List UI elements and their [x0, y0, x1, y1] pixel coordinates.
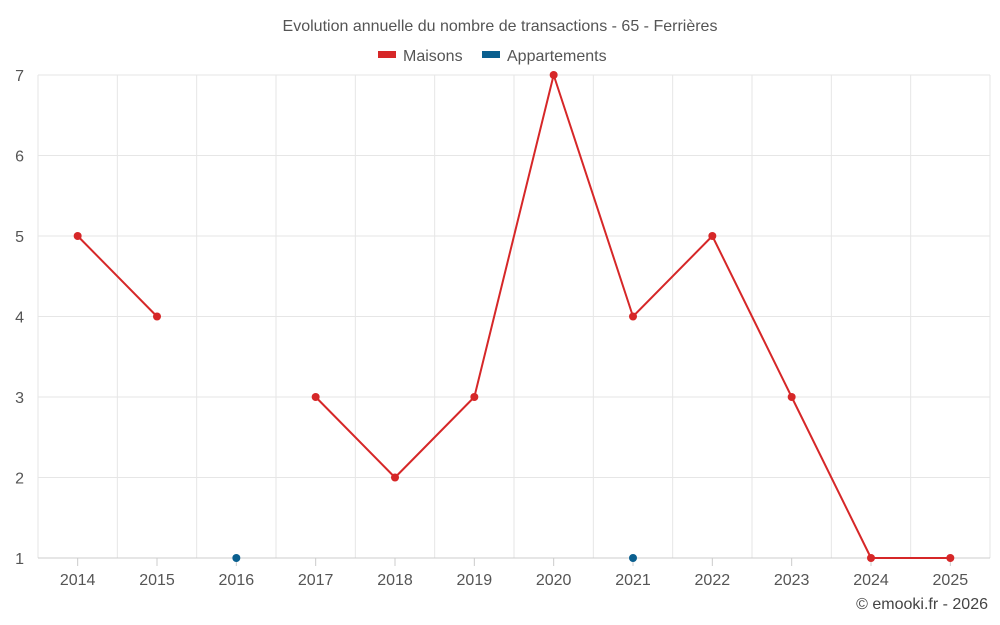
- series-line-maisons: [76, 235, 158, 318]
- legend: Maisons Appartements: [378, 48, 607, 65]
- x-tick-label: 2025: [933, 572, 969, 589]
- x-tick-label: 2021: [615, 572, 651, 589]
- x-tick-label: 2022: [695, 572, 731, 589]
- legend-label-maisons[interactable]: Maisons: [403, 48, 463, 65]
- x-tick-label: 2017: [298, 572, 334, 589]
- data-point-appartements[interactable]: [629, 554, 637, 562]
- data-point-maisons[interactable]: [787, 393, 796, 401]
- y-tick-label: 5: [15, 229, 24, 246]
- data-point-maisons[interactable]: [708, 232, 717, 240]
- legend-label-appartements[interactable]: Appartements: [507, 48, 607, 65]
- data-point-appartements[interactable]: [232, 554, 241, 562]
- x-tick-label: 2023: [774, 572, 810, 589]
- x-tick-label: 2014: [60, 572, 96, 589]
- y-tick-label: 4: [15, 310, 24, 327]
- data-point-maisons[interactable]: [946, 554, 955, 562]
- x-tick-label: 2015: [139, 572, 175, 589]
- data-point-maisons[interactable]: [867, 554, 875, 562]
- x-tick-label: 2024: [853, 572, 889, 589]
- series-appartements: [232, 554, 637, 562]
- legend-swatch-maisons: [378, 51, 396, 58]
- y-tick-label: 3: [15, 390, 24, 407]
- x-tick-label: 2016: [219, 572, 255, 589]
- y-tick-label: 6: [15, 149, 24, 166]
- data-point-maisons[interactable]: [153, 312, 161, 321]
- x-tick-label: 2019: [457, 572, 493, 589]
- legend-swatch-appartements: [482, 51, 500, 58]
- y-tick-label: 2: [15, 471, 24, 488]
- data-point-maisons[interactable]: [549, 71, 558, 79]
- x-tick-label: 2018: [377, 572, 413, 589]
- y-tick-label: 1: [15, 551, 24, 568]
- y-tick-label: 7: [15, 68, 24, 85]
- axes: 1 2 3 4 5 6 7 2014 2015 2016 2017 2018 2019 2020 2021 2…: [15, 68, 990, 589]
- chart-title: Evolution annuelle du nombre de transact…: [283, 18, 718, 35]
- credit-text[interactable]: © emooki.fr - 2026: [856, 596, 988, 613]
- data-point-maisons[interactable]: [311, 393, 320, 401]
- series: [73, 71, 955, 562]
- grid: [37, 74, 991, 558]
- data-point-maisons[interactable]: [73, 232, 82, 240]
- data-point-maisons[interactable]: [391, 473, 399, 482]
- x-tick-label: 2020: [536, 572, 572, 589]
- data-point-maisons[interactable]: [470, 393, 479, 401]
- data-point-maisons[interactable]: [629, 312, 637, 321]
- series-maisons: [73, 71, 955, 562]
